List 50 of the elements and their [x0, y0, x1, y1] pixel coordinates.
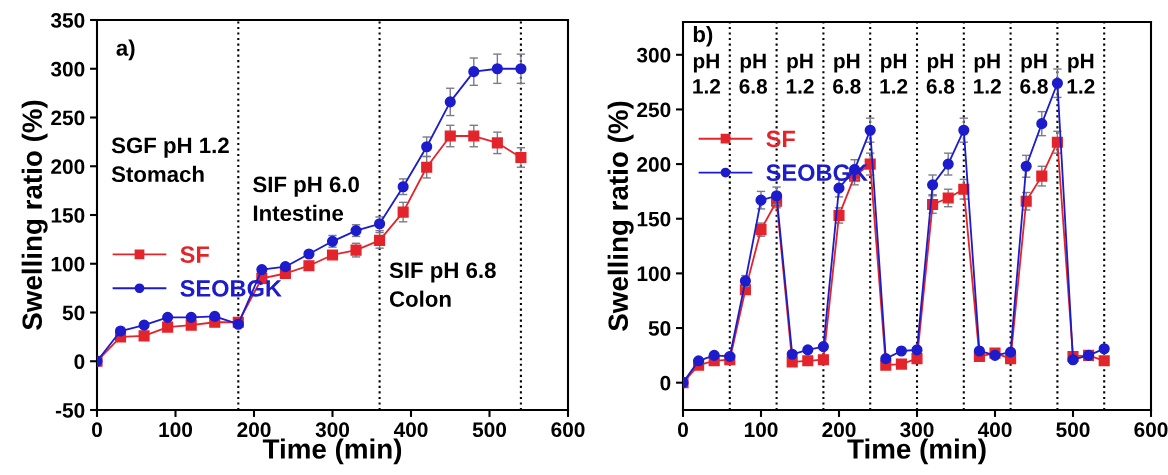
- y-tick-label: 250: [51, 110, 85, 126]
- annotation: SIF pH 6.8 Colon: [389, 262, 496, 307]
- x-tick-label: 200: [237, 422, 271, 438]
- x-tick-label: 200: [822, 422, 856, 438]
- x-axis-title: Time (min): [847, 438, 986, 465]
- y-tick-label: 300: [50, 61, 85, 77]
- y-tick-label: 250: [637, 102, 671, 118]
- annotation: pH 6.8: [833, 53, 861, 94]
- y-axis-title: Swelling ratio (%): [607, 101, 634, 331]
- y-tick-label: 150: [51, 208, 85, 223]
- annotation: pH 1.2: [786, 53, 814, 94]
- y-tick-label: 100: [51, 256, 85, 272]
- x-tick-label: 600: [551, 422, 585, 438]
- annotation: pH 1.2: [880, 53, 908, 94]
- x-tick-label: 500: [472, 422, 507, 438]
- y-tick-label: 50: [62, 305, 85, 321]
- y-tick-label: 350: [50, 13, 85, 28]
- annotation: pH 1.2: [974, 53, 1001, 94]
- annotation: a): [116, 39, 135, 61]
- x-tick-label: 300: [900, 422, 934, 438]
- legend-label: SF: [180, 246, 209, 263]
- x-tick-label: 0: [92, 422, 102, 438]
- y-tick-label: 150: [637, 211, 671, 227]
- y-tick-label: 100: [637, 266, 671, 282]
- annotation: b): [693, 25, 713, 47]
- x-axis-title: Time (min): [262, 438, 402, 465]
- y-tick-label: 200: [637, 157, 671, 172]
- annotation: pH 6.8: [739, 53, 768, 94]
- x-tick-label: 300: [315, 422, 350, 438]
- annotation: pH 6.8: [1020, 53, 1048, 94]
- y-tick-label: 300: [636, 47, 671, 63]
- annotation: SIF pH 6.0 Intestine: [253, 176, 359, 222]
- annotation: SGF pH 1.2 Stomach: [111, 137, 229, 183]
- x-tick-label: 100: [159, 422, 193, 438]
- annotation: pH 1.2: [1067, 53, 1095, 94]
- y-tick-label: -50: [55, 403, 85, 418]
- x-tick-label: 600: [1134, 422, 1168, 438]
- y-tick-label: 0: [74, 354, 85, 369]
- y-tick-label: 0: [660, 375, 671, 391]
- x-tick-label: 400: [977, 422, 1012, 438]
- x-tick-label: 0: [678, 422, 688, 438]
- y-axis-title: Swelling ratio (%): [21, 100, 48, 330]
- x-tick-label: 500: [1056, 422, 1090, 438]
- y-tick-label: 50: [648, 321, 671, 336]
- legend-label: SF: [766, 130, 795, 148]
- annotation: pH 1.2: [693, 53, 721, 94]
- x-tick-label: 100: [744, 422, 778, 438]
- annotation: pH 6.8: [926, 53, 955, 94]
- y-tick-label: 200: [51, 159, 85, 174]
- x-tick-label: 400: [393, 422, 428, 438]
